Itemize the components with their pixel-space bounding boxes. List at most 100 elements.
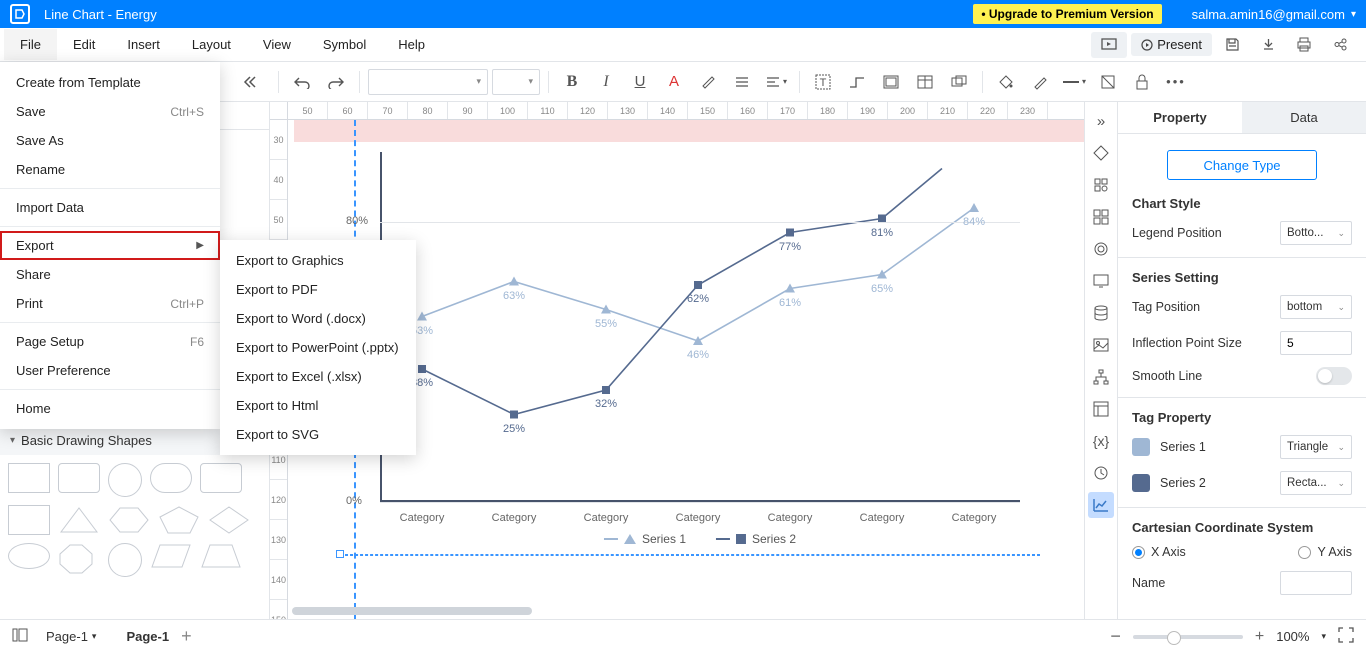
align-icon[interactable]: ▾ — [761, 68, 791, 96]
ellipse-shape[interactable] — [8, 543, 50, 569]
file-menu-rename[interactable]: Rename — [0, 155, 220, 184]
parallelogram-shape[interactable] — [150, 543, 192, 573]
export-export-to-html[interactable]: Export to Html — [220, 391, 416, 420]
menu-view[interactable]: View — [247, 29, 307, 60]
database-icon[interactable] — [1088, 300, 1114, 326]
bold-icon[interactable]: B — [557, 68, 587, 96]
container-icon[interactable] — [876, 68, 906, 96]
variable-icon[interactable]: {x} — [1088, 428, 1114, 454]
legend-series-2[interactable]: Series 2 — [716, 532, 796, 546]
file-menu-create-from-template[interactable]: Create from Template — [0, 68, 220, 97]
series2-shape-select[interactable]: Recta...⌄ — [1280, 471, 1352, 495]
fill-icon[interactable] — [991, 68, 1021, 96]
present-button[interactable]: Present — [1131, 33, 1212, 56]
change-type-button[interactable]: Change Type — [1167, 150, 1317, 180]
zoom-out-icon[interactable]: − — [1110, 626, 1121, 647]
rectangle-shape[interactable] — [8, 463, 50, 493]
theme-icon[interactable] — [1088, 140, 1114, 166]
tag-position-select[interactable]: bottom⌄ — [1280, 295, 1352, 319]
share-icon[interactable] — [1324, 32, 1356, 58]
export-export-to-excel-xlsx-[interactable]: Export to Excel (.xlsx) — [220, 362, 416, 391]
trapezoid-shape[interactable] — [200, 543, 242, 573]
zoom-level[interactable]: 100% — [1276, 629, 1309, 644]
template-icon[interactable] — [1088, 396, 1114, 422]
italic-icon[interactable]: I — [591, 68, 621, 96]
file-menu-save[interactable]: SaveCtrl+S — [0, 97, 220, 126]
table-icon[interactable] — [910, 68, 940, 96]
menu-symbol[interactable]: Symbol — [307, 29, 382, 60]
more-icon[interactable]: ••• — [1161, 68, 1191, 96]
menu-insert[interactable]: Insert — [111, 29, 176, 60]
menu-edit[interactable]: Edit — [57, 29, 111, 60]
legend-position-select[interactable]: Botto...⌄ — [1280, 221, 1352, 245]
pen-icon[interactable] — [1025, 68, 1055, 96]
series2-color-swatch[interactable] — [1132, 474, 1150, 492]
property-tab[interactable]: Property — [1118, 102, 1242, 133]
series1-color-swatch[interactable] — [1132, 438, 1150, 456]
font-family-select[interactable]: ▾ — [368, 69, 488, 95]
rectangle-shape-2[interactable] — [8, 505, 50, 535]
rounded-rect-shape-2[interactable] — [200, 463, 242, 493]
upgrade-premium-button[interactable]: • Upgrade to Premium Version — [973, 4, 1161, 24]
axis-name-input[interactable] — [1280, 571, 1352, 595]
data-tab[interactable]: Data — [1242, 102, 1366, 133]
underline-icon[interactable]: U — [625, 68, 655, 96]
text-box-icon[interactable]: T — [808, 68, 838, 96]
page-tab[interactable]: Page-1 — [114, 625, 181, 648]
circle-shape[interactable] — [108, 463, 142, 497]
page-selector[interactable]: Page-1▾ — [46, 629, 96, 644]
history-icon[interactable] — [1088, 460, 1114, 486]
add-page-icon[interactable]: + — [181, 626, 192, 647]
file-menu-home[interactable]: Home — [0, 394, 220, 423]
user-email[interactable]: salma.amin16@gmail.com — [1192, 7, 1345, 22]
legend-series-1[interactable]: Series 1 — [604, 532, 686, 546]
grid-icon[interactable] — [1088, 204, 1114, 230]
export-export-to-powerpoint-pptx-[interactable]: Export to PowerPoint (.pptx) — [220, 333, 416, 362]
outline-icon[interactable] — [12, 628, 28, 645]
inflection-input[interactable] — [1280, 331, 1352, 355]
save-icon[interactable] — [1216, 32, 1248, 58]
zoom-in-icon[interactable]: + — [1255, 628, 1264, 646]
file-menu-import-data[interactable]: Import Data — [0, 193, 220, 222]
file-menu-share[interactable]: Share — [0, 260, 220, 289]
file-menu-export[interactable]: Export▶ — [0, 231, 220, 260]
export-export-to-svg[interactable]: Export to SVG — [220, 420, 416, 449]
zoom-slider[interactable] — [1133, 635, 1243, 639]
menu-help[interactable]: Help — [382, 29, 441, 60]
connector-icon[interactable] — [842, 68, 872, 96]
style-icon[interactable] — [1088, 172, 1114, 198]
pill-shape[interactable] — [150, 463, 192, 493]
hexagon-shape[interactable] — [108, 505, 150, 535]
layers-icon[interactable] — [944, 68, 974, 96]
undo-icon[interactable] — [287, 68, 317, 96]
export-export-to-pdf[interactable]: Export to PDF — [220, 275, 416, 304]
file-menu-user-preference[interactable]: User Preference — [0, 356, 220, 385]
print-icon[interactable] — [1288, 32, 1320, 58]
fullscreen-icon[interactable] — [1338, 627, 1354, 646]
chart-properties-icon[interactable] — [1088, 492, 1114, 518]
slideshow-icon[interactable] — [1091, 32, 1127, 58]
rounded-rect-shape[interactable] — [58, 463, 100, 493]
image-icon[interactable] — [1088, 332, 1114, 358]
menu-layout[interactable]: Layout — [176, 29, 247, 60]
lock-icon[interactable] — [1127, 68, 1157, 96]
triangle-shape[interactable] — [58, 505, 100, 535]
horizontal-scrollbar[interactable] — [292, 607, 532, 615]
file-menu-save-as[interactable]: Save As — [0, 126, 220, 155]
y-axis-radio[interactable] — [1298, 546, 1311, 559]
file-menu-print[interactable]: PrintCtrl+P — [0, 289, 220, 318]
crop-icon[interactable] — [1093, 68, 1123, 96]
menu-file[interactable]: File — [4, 29, 57, 60]
circle-shape-2[interactable] — [108, 543, 142, 577]
font-size-select[interactable]: ▾ — [492, 69, 540, 95]
line-style-icon[interactable]: ▾ — [1059, 68, 1089, 96]
user-menu-caret[interactable]: ▾ — [1351, 9, 1356, 20]
font-color-icon[interactable]: A — [659, 68, 689, 96]
selection-handle[interactable] — [336, 550, 344, 558]
smooth-line-toggle[interactable] — [1316, 367, 1352, 385]
x-axis-radio[interactable] — [1132, 546, 1145, 559]
line-chart[interactable]: Series 1Series 2 0%80%CategoryCategoryCa… — [380, 152, 1020, 532]
export-export-to-graphics[interactable]: Export to Graphics — [220, 246, 416, 275]
layers2-icon[interactable] — [1088, 236, 1114, 262]
line-spacing-icon[interactable] — [727, 68, 757, 96]
